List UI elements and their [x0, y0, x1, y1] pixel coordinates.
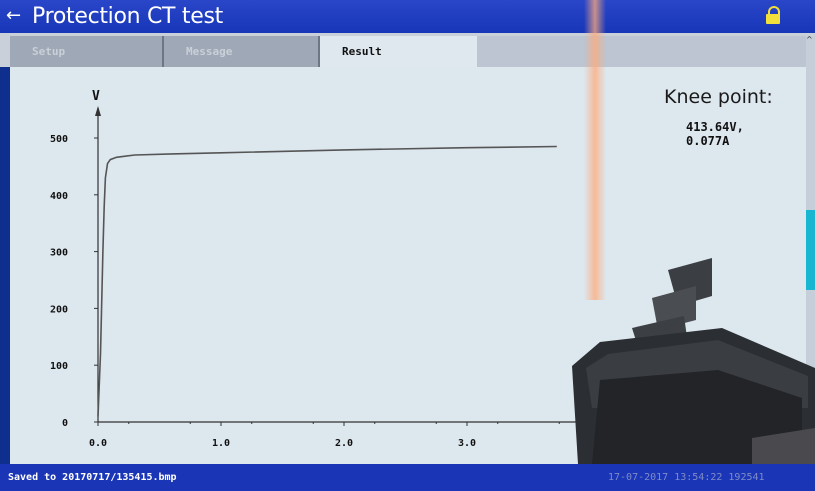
- scrollbar[interactable]: ^: [806, 36, 815, 464]
- y-tick-label: 400: [50, 191, 68, 202]
- y-tick-labels: 0 100 200 300 400 500: [50, 134, 68, 429]
- x-tick-label: 1.0: [212, 438, 230, 449]
- lock-icon: [766, 6, 780, 24]
- tab-bar-empty: [477, 36, 806, 67]
- x-tick-label: 3.0: [458, 438, 476, 449]
- chart-axes: [94, 106, 620, 426]
- status-bar: Saved to 20170717/135415.bmp 17-07-2017 …: [0, 464, 815, 491]
- y-tick-label: 500: [50, 134, 68, 145]
- y-tick-label: 0: [62, 418, 68, 429]
- light-glare: [584, 0, 606, 300]
- y-tick-label: 100: [50, 361, 68, 372]
- knee-point-current: 0.077A: [686, 134, 730, 148]
- knee-point-label: Knee point:: [664, 86, 773, 108]
- x-tick-label: 0.0: [89, 438, 107, 449]
- title-bar: ← Protection CT test: [0, 0, 815, 33]
- y-tick-label: 300: [50, 248, 68, 259]
- x-tick-label: 2.0: [335, 438, 353, 449]
- x-tick-labels: 0.01.02.03.04.0: [89, 438, 599, 449]
- tab-result[interactable]: Result: [320, 36, 477, 67]
- y-tick-label: 200: [50, 304, 68, 315]
- status-message: Saved to 20170717/135415.bmp: [8, 472, 177, 483]
- scroll-thumb[interactable]: [806, 210, 815, 290]
- back-arrow-icon[interactable]: ←: [6, 5, 22, 26]
- knee-point-voltage: 413.64V,: [686, 120, 744, 134]
- excitation-curve: [97, 145, 557, 417]
- y-axis-arrow: [95, 106, 101, 116]
- tab-setup[interactable]: Setup: [10, 36, 164, 67]
- test-device-clamp-icon: [572, 258, 815, 464]
- scroll-up-icon[interactable]: ^: [806, 35, 813, 44]
- status-datetime: 17-07-2017 13:54:22 192541: [608, 472, 765, 483]
- tab-message[interactable]: Message: [164, 36, 320, 67]
- page-title: Protection CT test: [32, 4, 223, 29]
- y-axis-label: V: [92, 89, 100, 104]
